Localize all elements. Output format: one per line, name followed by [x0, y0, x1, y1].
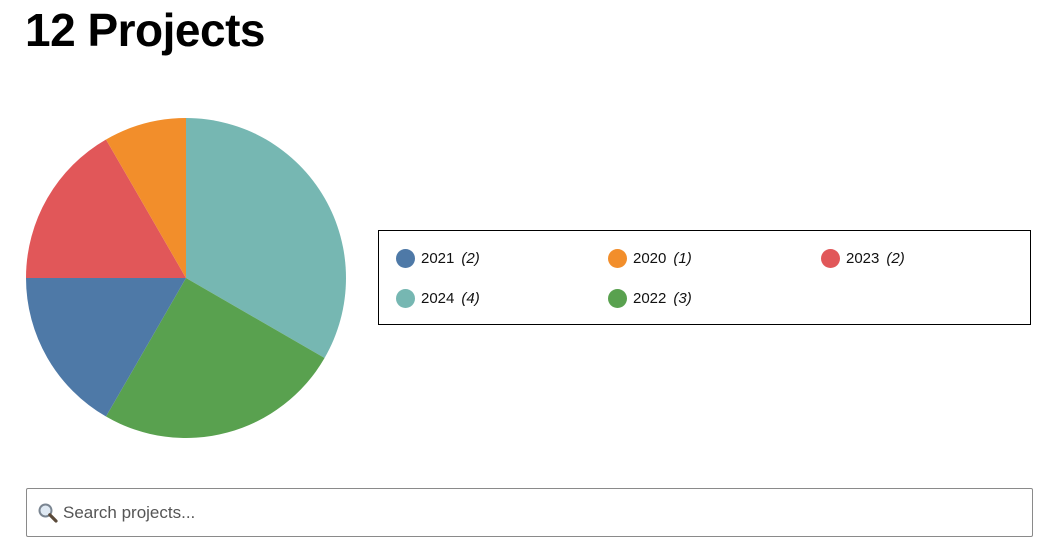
legend-label: 2022 [633, 289, 667, 307]
legend-label: 2020 [633, 249, 667, 267]
legend-swatch [608, 248, 627, 268]
legend-swatch [396, 248, 415, 268]
legend-item-2023: 2023 (2) [821, 247, 1033, 269]
pie-slice-2024 [186, 118, 346, 358]
legend-count: (1) [673, 249, 692, 267]
pie-chart [26, 118, 346, 438]
pie-slice-2022 [106, 278, 325, 438]
pie-slice-2020 [106, 118, 186, 278]
search-box[interactable] [26, 488, 1033, 537]
legend-label: 2024 [421, 289, 455, 307]
pie-slice-2023 [26, 139, 186, 278]
legend-swatch [396, 288, 415, 308]
chart-legend: 2021 (2) 2020 (1) 2023 (2) 2024 (4) 2022 (3) [378, 230, 1031, 325]
legend-item-2022: 2022 (3) [608, 287, 821, 309]
legend-label: 2023 [846, 249, 880, 267]
pie-slice-2021 [26, 278, 186, 417]
legend-item-2020: 2020 (1) [608, 247, 821, 269]
chart-area: 2021 (2) 2020 (1) 2023 (2) 2024 (4) 2022 (3) [0, 90, 1055, 460]
legend-label: 2021 [421, 249, 455, 267]
legend-count: (2) [461, 249, 480, 267]
search-input[interactable] [63, 492, 1032, 533]
legend-item-2024: 2024 (4) [396, 287, 608, 309]
page-title: 12 Projects [25, 4, 265, 56]
legend-count: (3) [673, 289, 692, 307]
search-icon [38, 503, 58, 523]
legend-count: (2) [886, 249, 905, 267]
legend-swatch [821, 248, 840, 268]
legend-swatch [608, 288, 627, 308]
legend-count: (4) [461, 289, 480, 307]
legend-item-2021: 2021 (2) [396, 247, 608, 269]
